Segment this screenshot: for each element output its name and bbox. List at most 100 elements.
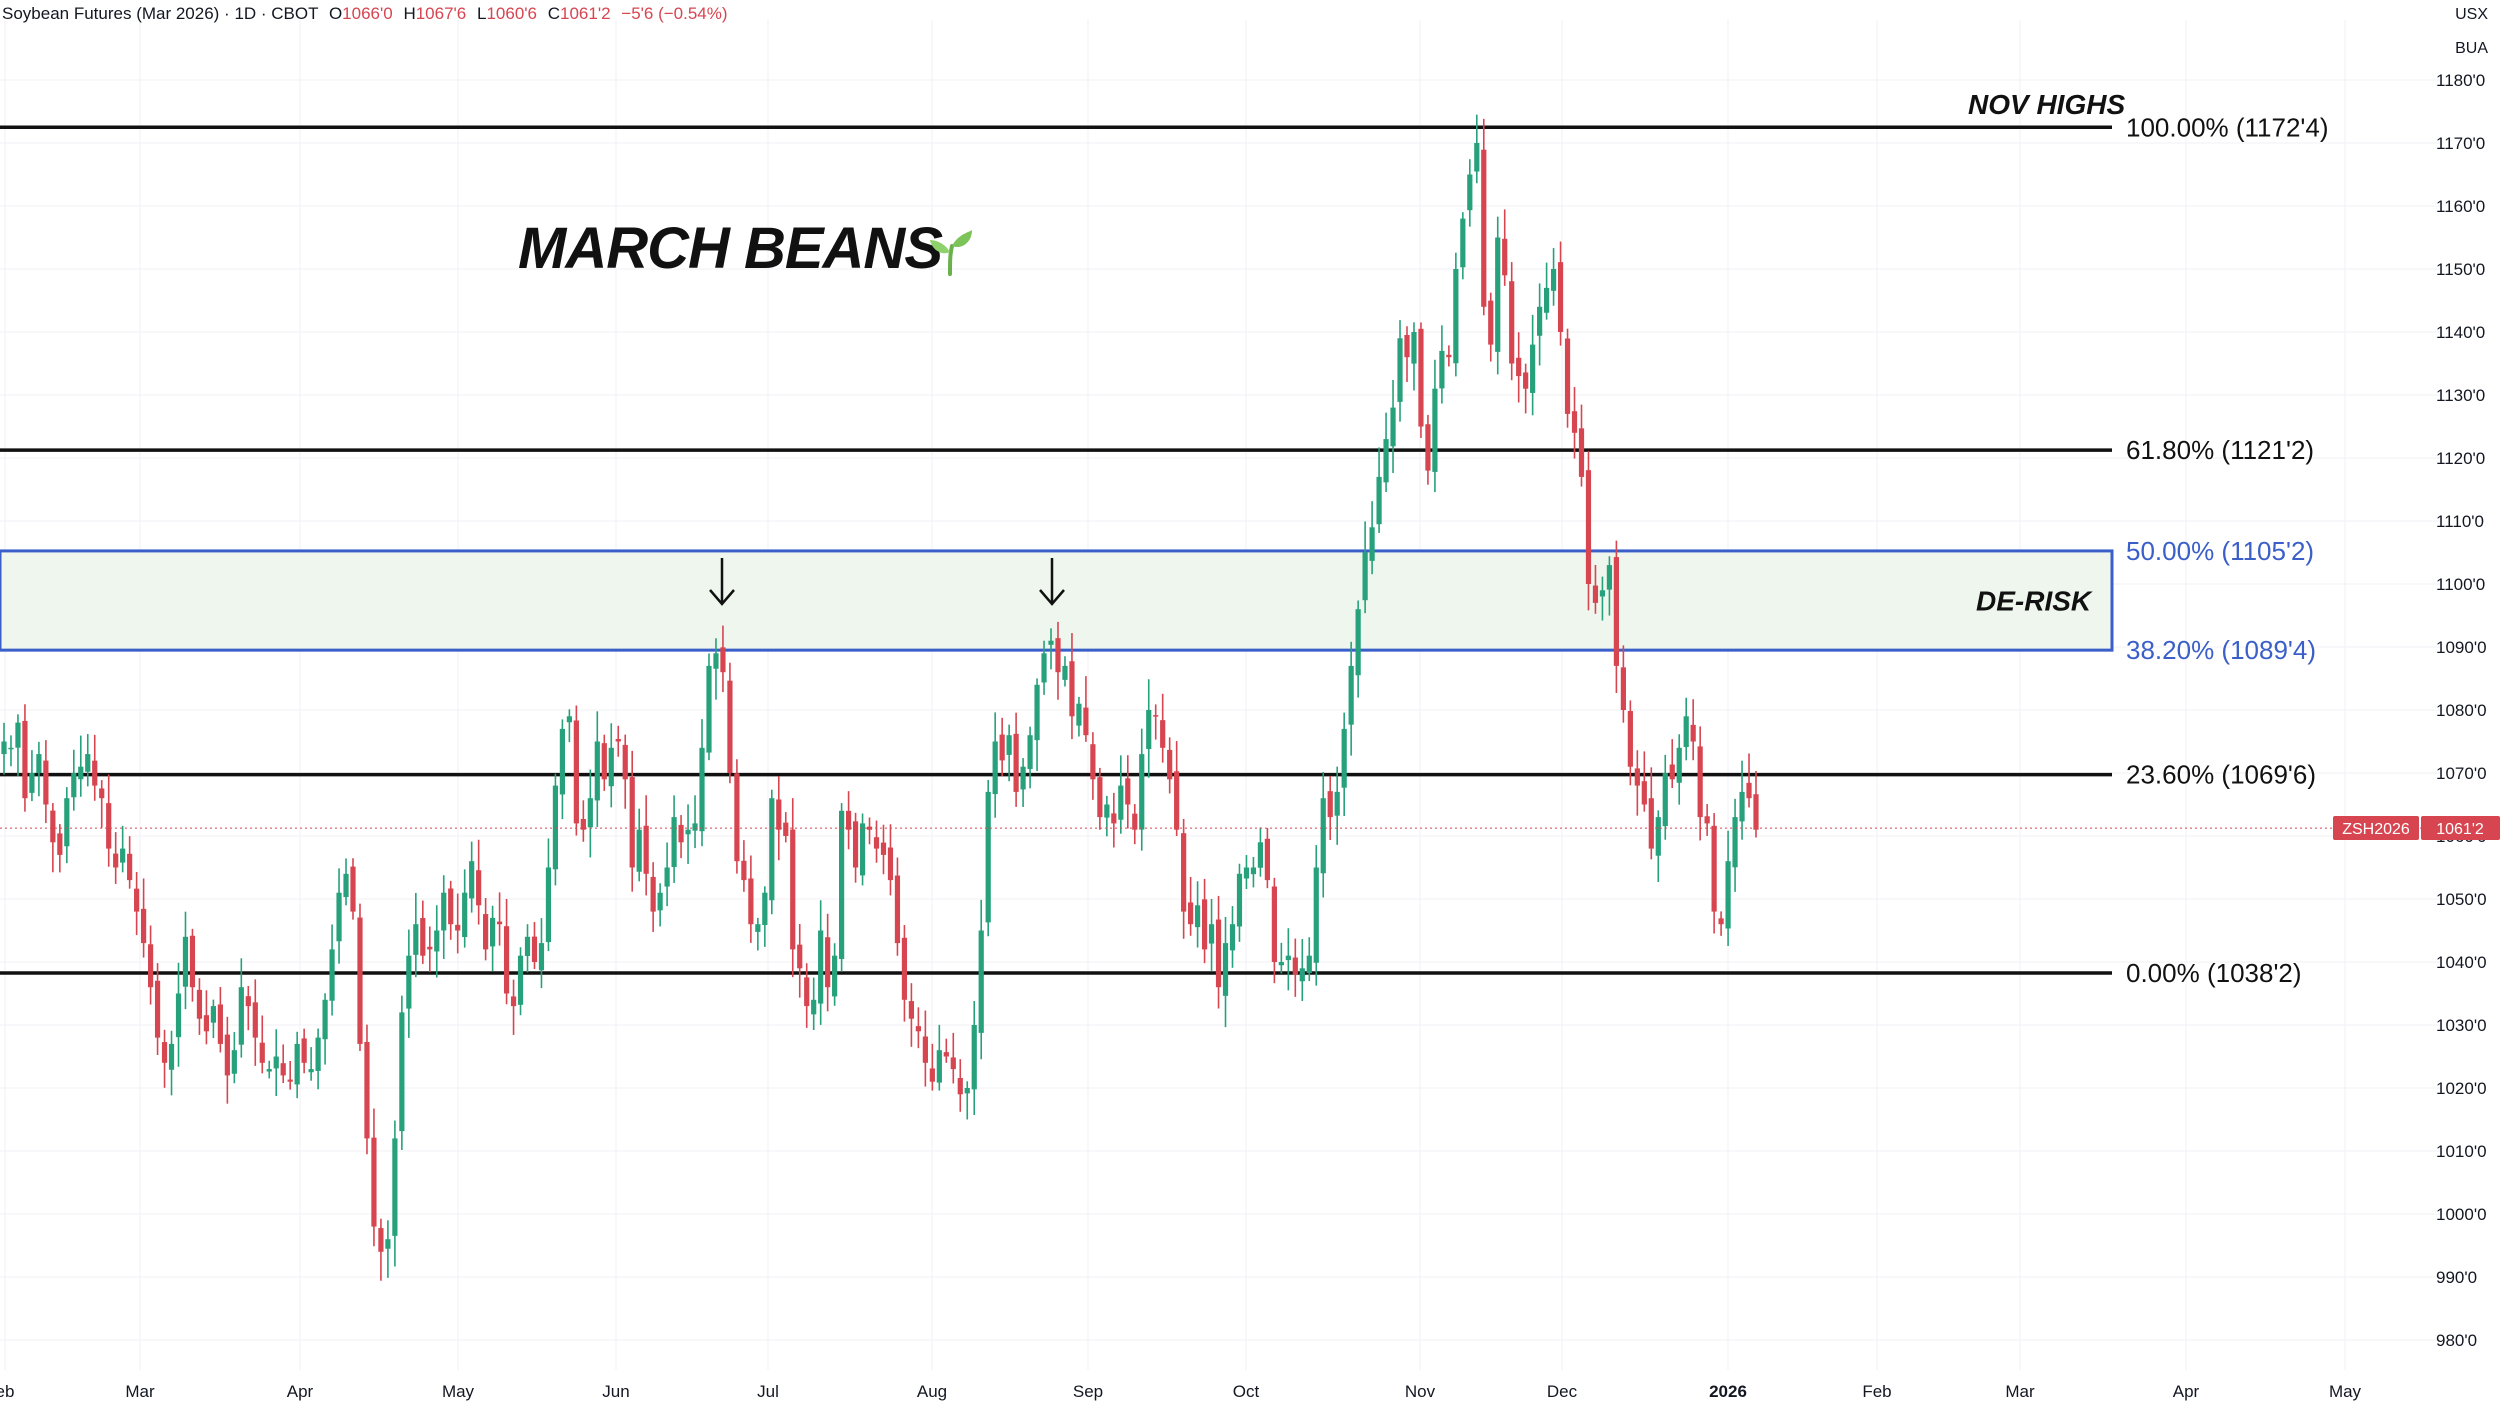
candle-body <box>288 1080 293 1082</box>
candle-body <box>1446 355 1451 357</box>
candle-body <box>1000 735 1005 761</box>
candle-body <box>525 937 530 956</box>
candle-body <box>406 956 411 1009</box>
candle-body <box>965 1088 970 1093</box>
candle-body <box>1363 553 1368 601</box>
candle-body <box>1537 307 1542 336</box>
candle-body <box>1321 798 1326 873</box>
candle-body <box>874 837 879 848</box>
candle-body <box>574 720 579 823</box>
candle-body <box>1090 744 1095 779</box>
currency-label[interactable]: USX <box>2455 6 2488 24</box>
high-value: 1067'6 <box>416 4 467 23</box>
candle-body <box>162 1042 167 1063</box>
candle-body <box>1069 661 1074 716</box>
candle-body <box>469 861 474 898</box>
candle-body <box>797 945 802 969</box>
candle-body <box>78 767 83 780</box>
candle-body <box>57 833 62 854</box>
candle-body <box>218 1004 223 1043</box>
y-tick-label: 1090'0 <box>2436 638 2487 657</box>
candle-body <box>1048 641 1053 645</box>
candle-body <box>50 811 55 843</box>
price-tag-symbol: ZSH2026 <box>2342 821 2410 838</box>
candle-body <box>1390 408 1395 447</box>
candle-body <box>504 926 509 993</box>
unit-label[interactable]: BUA <box>2455 40 2488 58</box>
chart-grid <box>0 20 2440 1370</box>
x-tick-label: Dec <box>1547 1382 1578 1401</box>
candle-body <box>441 893 446 931</box>
candle-body <box>1488 301 1493 345</box>
candle-body <box>106 803 111 848</box>
candle-body <box>755 924 760 932</box>
candle-body <box>588 798 593 827</box>
candle-body <box>476 870 481 905</box>
candle-body <box>316 1038 321 1071</box>
candle-body <box>99 788 104 798</box>
candle-body <box>1216 920 1221 988</box>
candle-body <box>1663 773 1668 826</box>
x-tick-label: Sep <box>1073 1382 1103 1401</box>
candle-body <box>1055 638 1060 672</box>
candle-body <box>392 1138 397 1235</box>
x-tick-label: May <box>2329 1382 2362 1401</box>
candle-body <box>706 666 711 753</box>
y-tick-label: 1120'0 <box>2436 449 2485 468</box>
symbol-header: Soybean Futures (Mar 2026) · 1D · CBOT O… <box>2 4 728 24</box>
candle-body <box>309 1069 314 1072</box>
candle-body <box>483 914 488 949</box>
y-tick-label: 980'0 <box>2436 1331 2477 1350</box>
candle-body <box>1593 586 1598 603</box>
low-value: 1060'6 <box>486 4 537 23</box>
candle-body <box>1111 813 1116 823</box>
candle-body <box>678 825 683 842</box>
candle-body <box>1097 777 1102 817</box>
x-tick-label: eb <box>0 1382 14 1401</box>
candle-body <box>1425 424 1430 470</box>
candle-body <box>134 889 139 912</box>
x-tick-label: Mar <box>2005 1382 2035 1401</box>
candle-body <box>155 981 160 1038</box>
candle-body <box>1041 653 1046 682</box>
candle-body <box>1495 238 1500 352</box>
candle-body <box>1314 868 1319 963</box>
candle-body <box>644 826 649 874</box>
candle-body <box>1607 565 1612 590</box>
candle-body <box>727 681 732 773</box>
candle-body <box>1181 833 1186 911</box>
candle-body <box>1635 768 1640 785</box>
candle-body <box>783 823 788 836</box>
candle-body <box>1369 527 1374 561</box>
y-tick-label: 1150'0 <box>2436 260 2485 279</box>
candle-body <box>1530 345 1535 393</box>
candle-body <box>1 742 6 755</box>
candle-body <box>1335 792 1340 816</box>
x-tick-label: Oct <box>1233 1382 1260 1401</box>
candle-body <box>1746 783 1751 798</box>
candle-body <box>1328 791 1333 817</box>
candle-body <box>602 743 607 779</box>
candle-body <box>455 925 460 931</box>
candle-body <box>22 721 27 798</box>
candle-body <box>141 909 146 943</box>
candle-body <box>811 1000 816 1015</box>
candle-body <box>1188 902 1193 924</box>
candle-body <box>916 1026 921 1031</box>
candle-body <box>350 867 355 912</box>
nov-highs-label: NOV HIGHS <box>1968 89 2125 120</box>
candle-body <box>302 1038 307 1062</box>
fib-label: 61.80% (1121'2) <box>2126 435 2314 465</box>
candle-body <box>1307 956 1312 973</box>
y-tick-label: 1140'0 <box>2436 323 2485 342</box>
candle-body <box>1146 710 1151 749</box>
y-tick-label: 1000'0 <box>2436 1205 2487 1224</box>
candle-body <box>888 848 893 881</box>
candle-body <box>532 937 537 962</box>
candle-body <box>148 944 153 987</box>
candle-body <box>1572 411 1577 433</box>
price-tag: ZSH2026 1061'2 <box>2333 816 2500 840</box>
candle-body <box>623 745 628 779</box>
x-tick-label: Jun <box>602 1382 629 1401</box>
